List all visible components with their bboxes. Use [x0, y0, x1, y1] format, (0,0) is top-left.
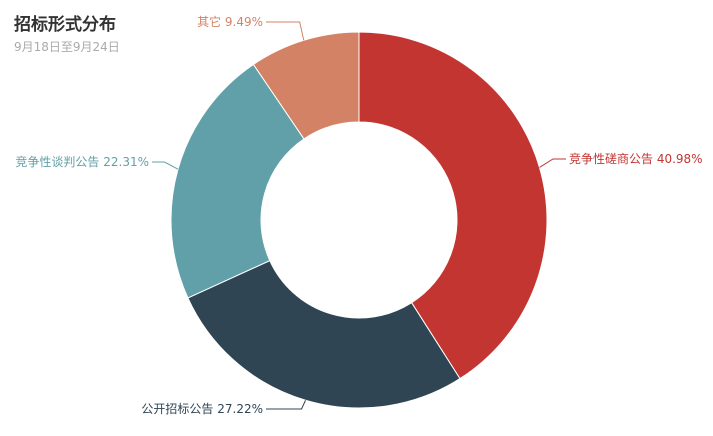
donut-slice[interactable]	[252, 31, 360, 140]
label-leader-line	[539, 158, 566, 168]
slice-label: 竞争性磋商公告 40.98%	[569, 151, 703, 166]
slice-label: 公开招标公告 27.22%	[141, 402, 263, 416]
label-leader-line	[266, 400, 306, 410]
donut-slice[interactable]	[358, 31, 548, 380]
label-leader-line	[152, 161, 179, 170]
slice-label: 竞争性谈判公告 22.31%	[15, 155, 149, 169]
donut-slice[interactable]	[170, 63, 305, 299]
slice-label: 其它 9.49%	[197, 14, 263, 29]
chart-title: 招标形式分布	[14, 15, 116, 35]
donut-slice[interactable]	[187, 259, 461, 409]
label-leader-line	[266, 21, 305, 41]
chart-subtitle: 9月18日至9月24日	[14, 40, 120, 54]
